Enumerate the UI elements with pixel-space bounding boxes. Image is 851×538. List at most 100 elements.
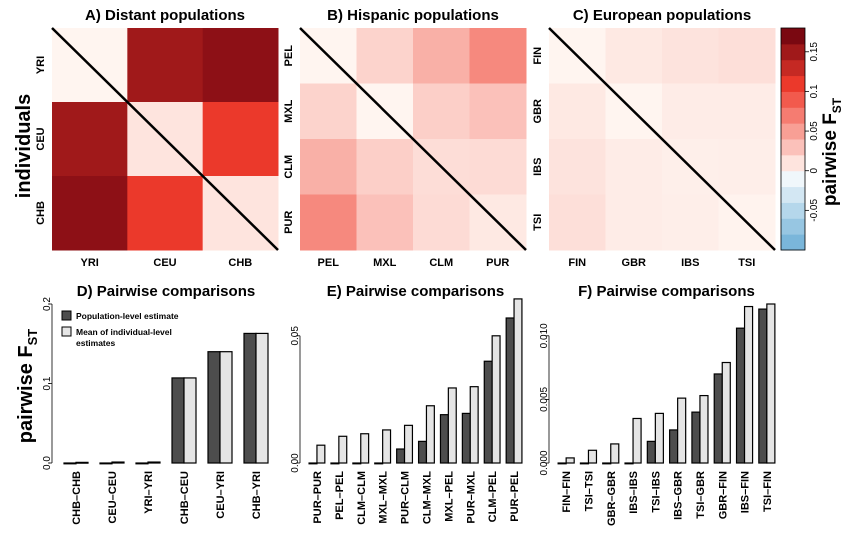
bar-pur-clm-population (396, 448, 406, 464)
bar-pur-pel-mean (513, 298, 523, 464)
heatmap-x-tick-yri: YRI (80, 257, 98, 269)
bar-fin-fin-population (557, 462, 567, 465)
heatmap-cell-pel-mxl (356, 28, 414, 84)
bar-gbr-gbr-mean (610, 443, 620, 464)
heatmap-y-tick-fin: FIN (532, 47, 544, 65)
heatmap-x-tick-ceu: CEU (153, 257, 176, 269)
x-tick-label-pur-pel: PUR–PEL (509, 471, 521, 522)
bar-pel-pel-mean (338, 435, 348, 464)
bar-ibs-ibs-mean (632, 417, 642, 464)
colorbar-step (781, 186, 805, 203)
heatmap-cell-chb-ceu (127, 176, 204, 251)
bar-ibs-gbr-mean (677, 397, 687, 464)
heatmap-a-distant-populations: A) Distant populations YRI CEU CHB YRI CEU CHB (35, 7, 279, 269)
x-tick-label-fin-fin: FIN–FIN (561, 471, 573, 513)
bar-clm-clm-mean (360, 433, 370, 464)
x-tick-label-ibs-fin: IBS–FIN (740, 471, 752, 513)
x-tick-label-tsi-tsi: TSI–TSI (583, 471, 595, 511)
x-tick-label-pel-pel: PEL–PEL (334, 471, 346, 520)
colorbar-step (781, 28, 805, 45)
bar-pur-clm-mean (403, 424, 414, 464)
heatmap-cell-yri-chb (202, 28, 279, 103)
colorbar-tick-label: -0.05 (809, 199, 820, 222)
colorbar-label: pairwise FST (820, 97, 844, 206)
x-tick-label-tsi-gbr: TSI–GBR (695, 471, 707, 519)
x-tick-label-clm-mxl: CLM–MXL (421, 471, 433, 524)
heatmap-y-tick-ibs: IBS (532, 158, 544, 176)
heatmap-cell-clm-pel (300, 139, 357, 195)
heatmap-y-tick-pur: PUR (283, 211, 295, 234)
bar-pur-pel-population (505, 317, 515, 464)
bar-clm-clm-population (352, 462, 362, 465)
heatmap-b-hispanic-populations: B) Hispanic populations PEL MXL CLM PUR PEL MX… (283, 7, 527, 269)
bar-clm-pel-population (483, 360, 493, 464)
heatmap-x-tick-mxl: MXL (373, 257, 397, 269)
y-tick-label: 0.010 (539, 323, 550, 348)
y-tick-label: 0.0 (42, 456, 53, 470)
colorbar-step (781, 75, 805, 92)
heatmap-c-european-populations: C) European populations FIN GBR IBS TSI FIN GB… (532, 7, 776, 269)
bar-chart-d-pairwise-comparisons-1: D) Pairwise comparisons 0.0 0.1 0.2 CHB–CHB C… (42, 283, 269, 525)
bar-gbr-gbr-population (602, 462, 612, 465)
colorbar-step (781, 59, 805, 77)
colorbar-step (781, 154, 805, 172)
heatmap-y-tick-yri: YRI (35, 56, 47, 74)
x-tick-label-clm-clm: CLM–CLM (356, 471, 368, 525)
bar-chb-chb-mean (75, 461, 89, 464)
heatmap-x-tick-clm: CLM (429, 257, 453, 269)
heatmap-cell-clm-mxl (356, 139, 414, 195)
heatmap-x-tick-chb: CHB (228, 257, 252, 269)
bar-tsi-tsi-population (579, 462, 590, 465)
heatmap-cell-ceu-yri (52, 102, 128, 177)
x-tick-label-chb-yri: CHB–YRI (251, 471, 263, 519)
bar-yri-yri-mean (147, 461, 161, 464)
colorbar: -0.05 0 0.05 0.1 0.15 (780, 27, 820, 251)
x-tick-label-clm-pel: CLM–PEL (487, 471, 499, 523)
bar-chart-f-pairwise-comparisons-3: F) Pairwise comparisons 0.000 0.005 0.010 FI… (539, 283, 776, 526)
x-tick-label-ibs-gbr: IBS–GBR (673, 471, 685, 520)
heatmap-title: B) Hispanic populations (327, 7, 499, 24)
colorbar-step (781, 123, 805, 140)
heatmap-cell-clm-pur (469, 139, 527, 195)
heatmap-cell-pur-mxl (356, 194, 414, 251)
heatmap-cell-pur-pel (300, 194, 357, 251)
bar-chart-e-pairwise-comparisons-2: E) Pairwise comparisons 0.00 0.05 PUR–PUR PE… (290, 283, 523, 525)
bar-tsi-fin-population (758, 308, 768, 464)
heatmap-panels: A) Distant populations YRI CEU CHB YRI CEU CHB… (35, 7, 776, 269)
bar-ceu-yri-population (207, 351, 221, 464)
x-tick-label-pur-clm: PUR–CLM (400, 471, 412, 524)
bar-clm-mxl-population (417, 440, 428, 464)
heatmap-cell-gbr-fin (549, 83, 606, 140)
legend-swatch-mean (61, 326, 72, 337)
heatmap-cell-ibs-fin (549, 139, 606, 195)
bar-tsi-tsi-mean (587, 449, 598, 464)
bar-chb-yri-mean (255, 332, 269, 464)
bar-clm-mxl-mean (425, 405, 435, 464)
heatmap-cell-pur-clm (413, 194, 470, 251)
bar-yri-yri-population (135, 462, 149, 465)
heatmap-cell-fin-tsi (718, 28, 776, 84)
bar-ibs-ibs-population (624, 462, 634, 465)
heatmap-cell-mxl-clm (413, 83, 470, 140)
heatmap-diagonal (548, 27, 776, 251)
heatmap-x-tick-pur: PUR (486, 257, 509, 269)
legend-label-population: Population-level estimate (76, 311, 179, 321)
bar-ibs-gbr-population (669, 429, 679, 464)
bar-clm-pel-mean (491, 335, 501, 464)
heatmap-cell-gbr-ibs (662, 83, 719, 140)
bar-pur-pur-mean (316, 444, 326, 464)
bar-pur-pur-population (308, 462, 318, 465)
x-tick-label-gbr-fin: GBR–FIN (717, 471, 729, 519)
x-tick-label-tsi-fin: TSI–FIN (762, 471, 774, 512)
x-tick-label-pur-pur: PUR–PUR (312, 471, 324, 524)
colorbar-tick-label: 0.1 (809, 84, 820, 98)
x-tick-label-chb-ceu: CHB–CEU (179, 471, 191, 524)
bar-mxl-pel-mean (447, 387, 457, 464)
heatmap-y-tick-mxl: MXL (283, 99, 295, 123)
bar-tsi-ibs-mean (654, 412, 664, 464)
bar-chb-ceu-mean (183, 377, 197, 464)
bar-gbr-fin-population (713, 373, 723, 464)
heatmap-cell-pel-clm (413, 28, 470, 84)
colorbar-tick-label: 0 (809, 167, 820, 173)
heatmap-title: A) Distant populations (85, 7, 245, 24)
